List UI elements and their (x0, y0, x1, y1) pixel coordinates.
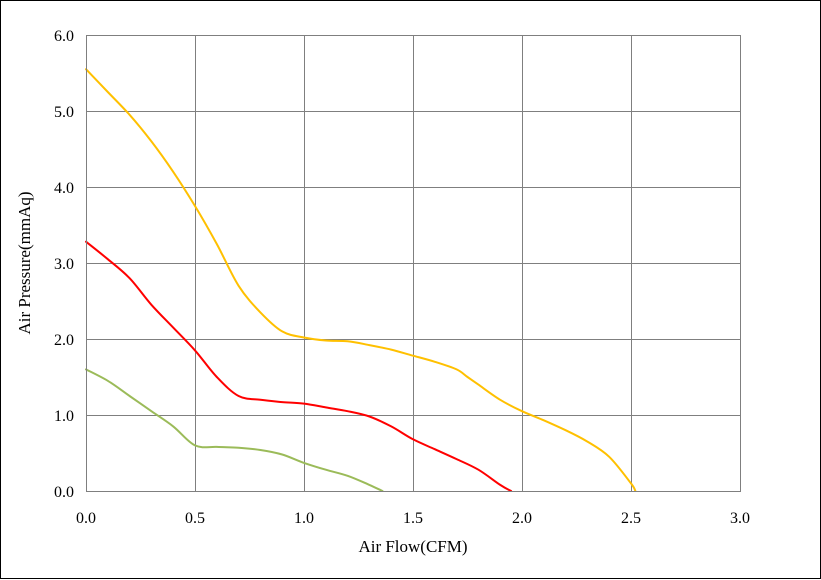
series-line-3 (85, 368, 384, 492)
grid (86, 35, 740, 491)
x-axis-title: Air Flow(CFM) (358, 537, 467, 556)
x-tick-label: 2.5 (621, 510, 641, 527)
y-tick-label: 0.0 (54, 484, 74, 501)
x-tick-label: 0.0 (76, 510, 96, 527)
y-tick-label: 1.0 (54, 408, 74, 425)
series-group (85, 68, 637, 492)
y-tick-label: 5.0 (54, 104, 74, 121)
y-tick-label: 6.0 (54, 28, 74, 45)
x-tick-label: 3.0 (730, 510, 750, 527)
series-line-2 (85, 240, 513, 492)
y-tick-label: 3.0 (54, 256, 74, 273)
x-tick-label: 2.0 (512, 510, 532, 527)
y-tick-label: 2.0 (54, 332, 74, 349)
series-line-1 (85, 68, 637, 492)
x-axis-ticks: 0.0 0.5 1.0 1.5 2.0 2.5 3.0 (76, 510, 750, 527)
y-axis-title: Air Pressure(mmAq) (15, 191, 34, 334)
y-axis-ticks: 0.0 1.0 2.0 3.0 4.0 5.0 6.0 (54, 28, 74, 501)
x-tick-label: 0.5 (185, 510, 205, 527)
y-tick-label: 4.0 (54, 180, 74, 197)
plot-area-border (86, 35, 741, 492)
x-tick-label: 1.5 (403, 510, 423, 527)
x-tick-label: 1.0 (294, 510, 314, 527)
